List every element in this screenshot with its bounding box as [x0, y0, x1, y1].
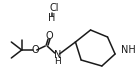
Text: N: N [54, 50, 61, 60]
Text: O: O [31, 45, 39, 55]
Text: O: O [45, 31, 53, 41]
Text: Cl: Cl [49, 3, 58, 13]
Text: H: H [48, 13, 56, 23]
Text: NH: NH [121, 45, 135, 55]
Text: H: H [54, 58, 61, 67]
